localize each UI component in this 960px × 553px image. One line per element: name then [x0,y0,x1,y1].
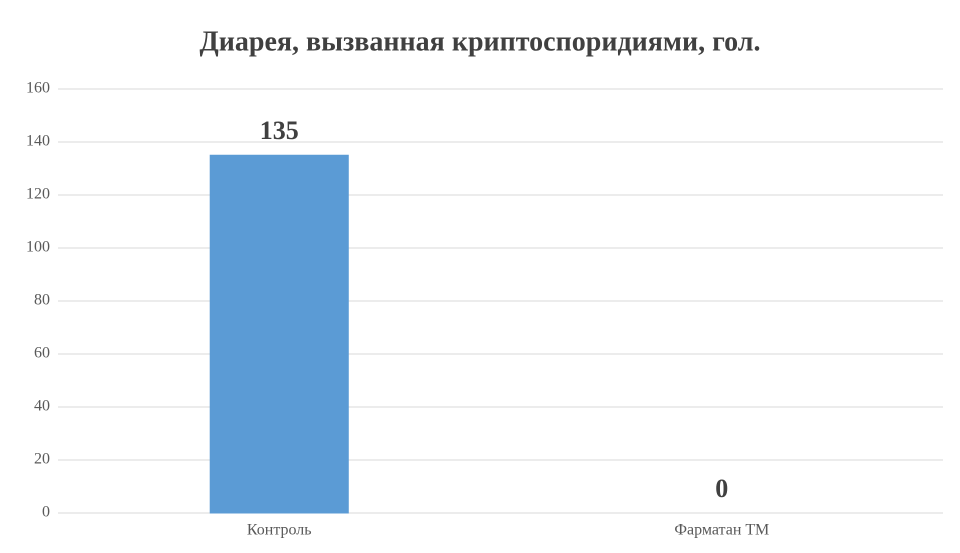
data-label: 135 [260,116,299,145]
x-tick-label: Фарматан ТМ [674,522,769,539]
y-tick-label: 100 [26,239,50,256]
data-label: 0 [715,474,728,503]
y-tick-label: 140 [26,133,50,150]
y-tick-label: 0 [42,504,50,521]
y-tick-label: 20 [34,451,50,468]
y-tick-label: 120 [26,186,50,203]
chart-title: Диарея, вызванная криптоспоридиями, гол. [200,26,761,57]
y-tick-label: 60 [34,345,50,362]
y-tick-label: 80 [34,292,50,309]
y-tick-label: 160 [26,80,50,97]
y-tick-label: 40 [34,398,50,415]
bar [209,154,349,514]
x-tick-label: Контроль [247,522,312,539]
